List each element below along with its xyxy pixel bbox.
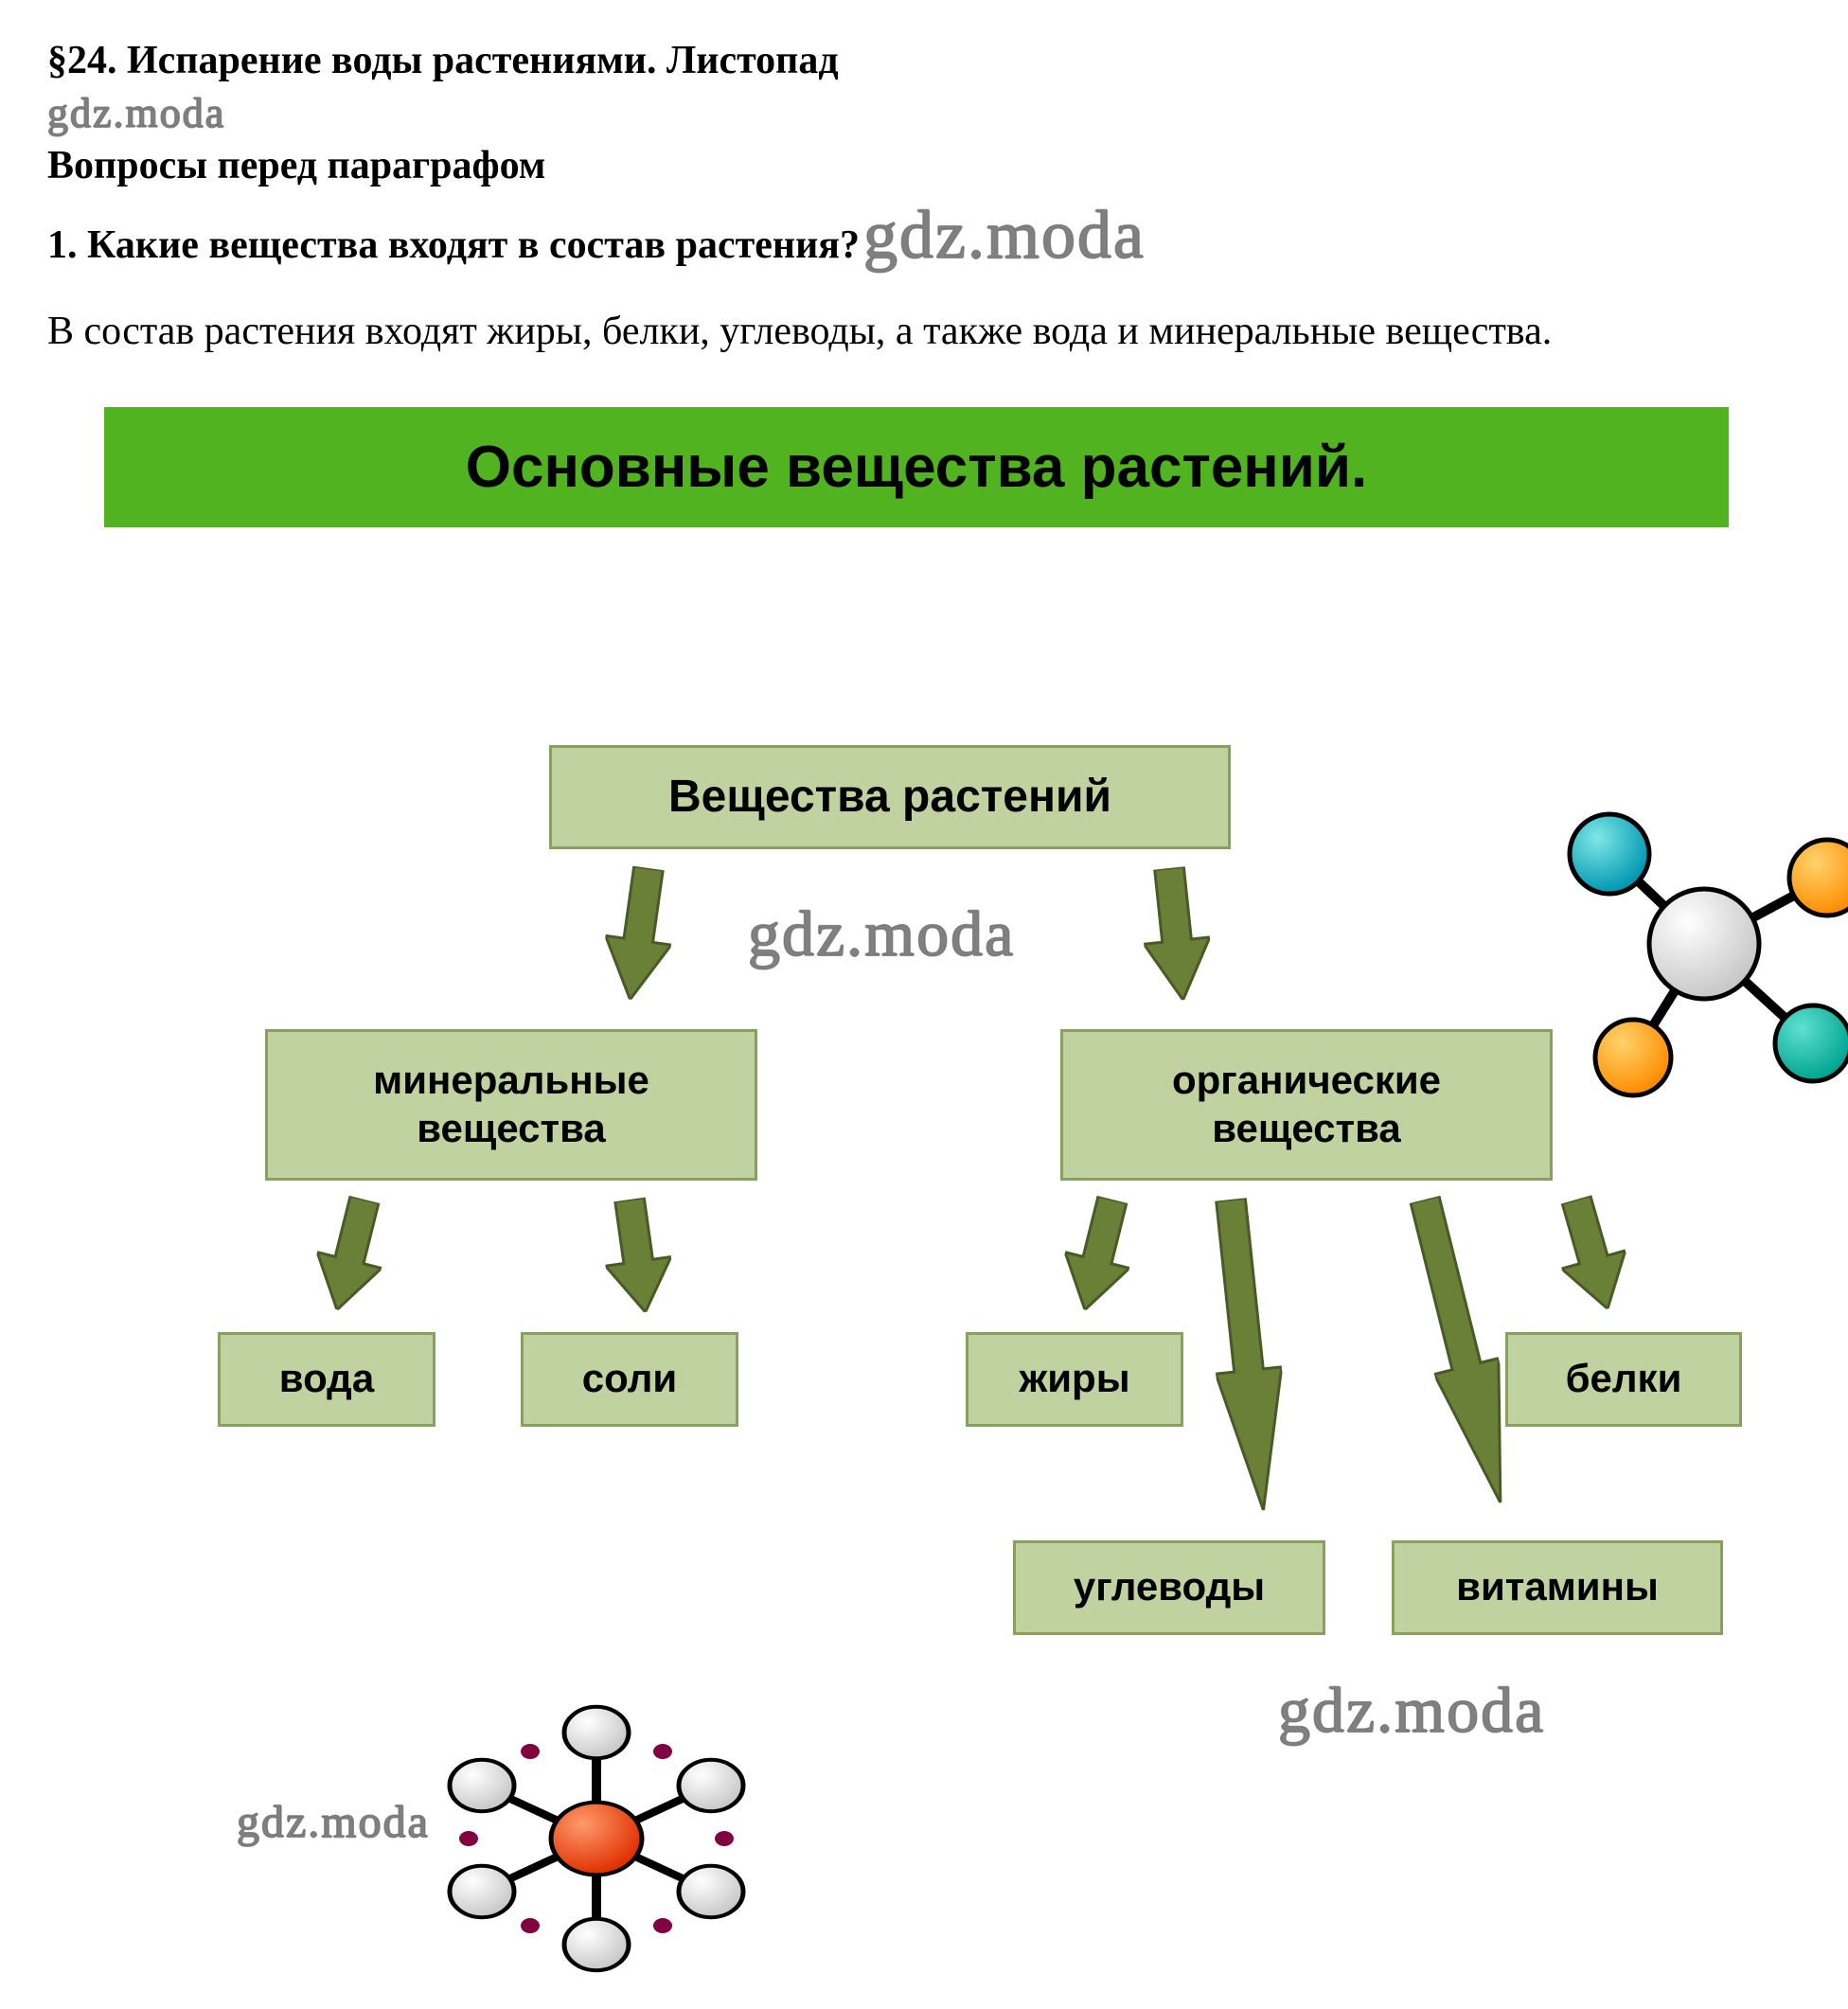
node-salts: соли <box>521 1332 738 1427</box>
arrow-icon <box>596 1195 678 1317</box>
watermark-diagram: gdz.moda <box>748 897 1015 971</box>
node-water: вода <box>218 1332 435 1427</box>
arrow-icon <box>1136 864 1216 1004</box>
molecule-flat-icon <box>407 1673 786 2009</box>
question-text: 1. Какие вещества входят в состав растен… <box>47 222 860 268</box>
arrow-icon <box>597 863 682 1004</box>
node-min: минеральныевещества <box>265 1029 757 1181</box>
subsection-title: Вопросы перед параграфом <box>47 143 1801 188</box>
arrow-icon <box>1053 1191 1145 1317</box>
watermark-top: gdz.moda <box>47 89 225 137</box>
answer-text: В состав растения входят жиры, белки, уг… <box>47 306 1801 358</box>
node-root: Вещества растений <box>549 745 1231 849</box>
node-prot: белки <box>1505 1332 1742 1427</box>
diagram: Основные вещества растений. <box>47 384 1786 1919</box>
node-vits: витамины <box>1392 1540 1723 1635</box>
diagram-banner: Основные вещества растений. <box>104 407 1729 527</box>
question-row: 1. Какие вещества входят в состав растен… <box>47 196 1801 279</box>
molecule-ball-icon <box>1543 802 1848 1110</box>
node-carbs: углеводы <box>1013 1540 1325 1635</box>
section-title: §24. Испарение воды растениями. Листопад <box>47 38 1801 83</box>
arrow-icon <box>1198 1196 1296 1514</box>
node-fats: жиры <box>966 1332 1183 1427</box>
node-org: органическиевещества <box>1060 1029 1553 1181</box>
diagram-body: Вещества растений минеральныевещества орга… <box>66 556 1767 1862</box>
watermark-diagram: gdz.moda <box>237 1796 430 1848</box>
watermark-diagram: gdz.moda <box>1278 1673 1545 1748</box>
watermark-question: gdz.moda <box>863 196 1146 275</box>
arrow-icon <box>305 1191 397 1317</box>
arrow-icon <box>1544 1190 1639 1318</box>
